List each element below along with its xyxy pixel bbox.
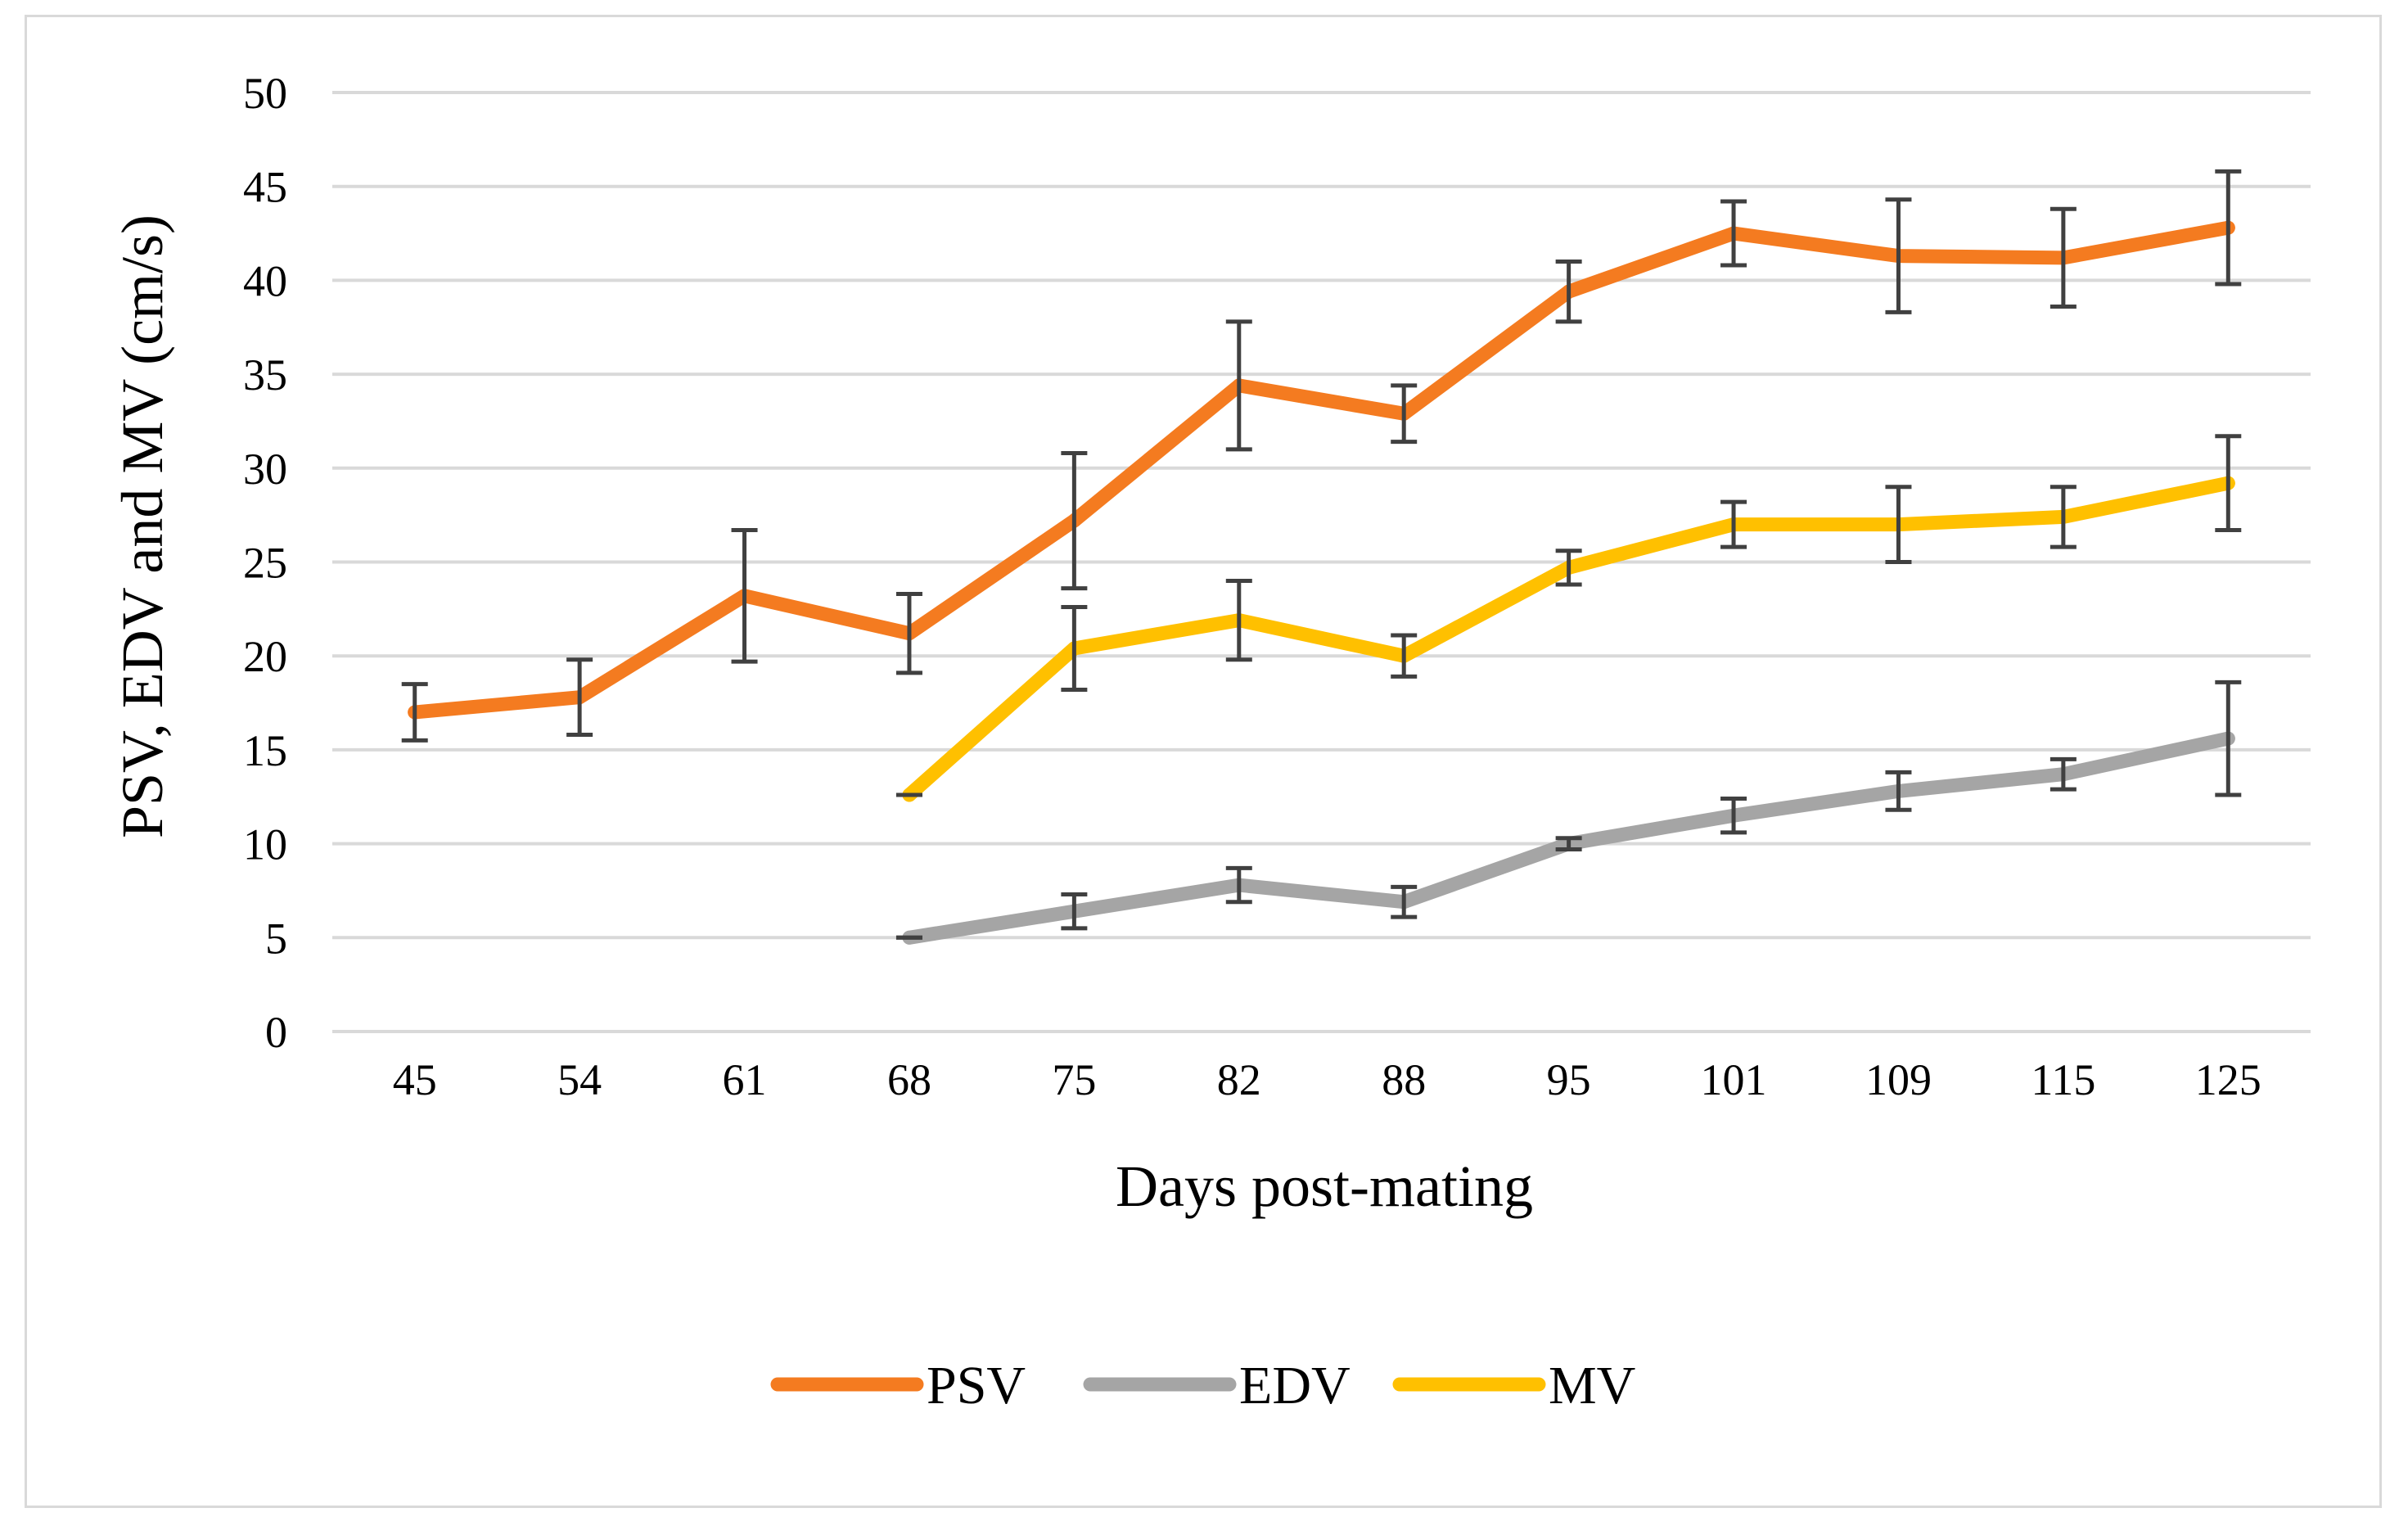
x-tick-label-82: 82 [1217,1055,1261,1104]
x-tick-label-45: 45 [393,1055,437,1104]
legend-label-edv: EDV [1239,1356,1351,1415]
error-bar-mv-95 [1555,549,1582,587]
y-tick-label-40: 40 [243,256,287,305]
legend-item-psv: PSV [770,1356,1026,1415]
error-bars [401,169,2242,940]
y-tick-label-30: 30 [243,445,287,494]
y-tick-label-10: 10 [243,820,287,869]
x-axis-title: Days post-mating [1116,1154,1533,1219]
error-bar-mv-101 [1720,499,1747,549]
x-tick-label-61: 61 [723,1055,767,1104]
y-tick-label-50: 50 [243,69,287,118]
error-bar-psv-68 [895,591,922,675]
error-bar-edv-75 [1061,892,1088,931]
error-bar-psv-61 [731,528,758,664]
series-line-psv [408,220,2235,720]
x-tick-label-109: 109 [1865,1055,1932,1104]
error-bar-mv-88 [1391,633,1418,679]
series-line-mv [902,476,2235,802]
error-bar-edv-109 [1885,770,1912,812]
error-bar-psv-54 [566,657,593,738]
x-tick-label-75: 75 [1052,1055,1096,1104]
y-tick-label-0: 0 [265,1008,287,1057]
error-bar-psv-125 [2215,169,2242,287]
x-tick-label-115: 115 [2031,1055,2095,1104]
error-bar-mv-75 [1061,605,1088,692]
error-bar-edv-82 [1225,865,1252,905]
y-axis-title: PSV, EDV and MV (cm/s) [110,214,175,838]
error-bar-psv-82 [1225,319,1252,452]
error-bar-edv-88 [1391,884,1418,919]
error-bar-mv-82 [1225,578,1252,662]
error-bar-psv-88 [1391,383,1418,445]
error-bar-psv-95 [1555,259,1582,324]
error-bar-mv-125 [2215,434,2242,533]
series-lines [408,220,2235,945]
y-tick-label-25: 25 [243,539,287,588]
legend-item-mv: MV [1392,1356,1635,1415]
error-bar-edv-101 [1720,797,1747,835]
legend-label-mv: MV [1549,1356,1635,1415]
chart-frame: 0 5 10 15 20 25 30 35 40 45 50 45 54 61 68 75 82 88 95 101… [25,15,2382,1508]
error-bar-edv-125 [2215,679,2242,797]
legend-label-psv: PSV [927,1356,1026,1415]
x-tick-label-68: 68 [887,1055,931,1104]
x-tick-label-95: 95 [1547,1055,1591,1104]
error-bar-edv-95 [1555,836,1582,851]
y-tick-label-20: 20 [243,632,287,681]
error-bar-psv-109 [1885,197,1912,314]
error-bar-psv-101 [1720,199,1747,268]
error-bar-psv-45 [401,682,428,743]
y-axis-ticks: 0 5 10 15 20 25 30 35 40 45 50 [243,69,287,1057]
error-bar-mv-109 [1885,485,1912,564]
y-tick-label-15: 15 [243,726,287,775]
y-tick-label-35: 35 [243,350,287,400]
x-tick-label-125: 125 [2195,1055,2261,1104]
x-axis-ticks: 45 54 61 68 75 82 88 95 101 109 115 125 [393,1055,2261,1104]
y-tick-label-5: 5 [265,914,287,963]
error-bar-mv-115 [2050,485,2077,549]
error-bar-psv-75 [1061,450,1088,591]
legend: PSV EDV MV [770,1356,1635,1415]
legend-item-edv: EDV [1083,1356,1351,1415]
x-tick-label-54: 54 [557,1055,602,1104]
error-bar-psv-115 [2050,206,2077,309]
x-tick-label-88: 88 [1382,1055,1426,1104]
error-bar-edv-115 [2050,756,2077,792]
y-tick-label-45: 45 [243,163,287,212]
x-tick-label-101: 101 [1701,1055,1767,1104]
gridlines [332,91,2311,1033]
line-chart: 0 5 10 15 20 25 30 35 40 45 50 45 54 61 68 75 82 88 95 101… [110,69,2311,1415]
